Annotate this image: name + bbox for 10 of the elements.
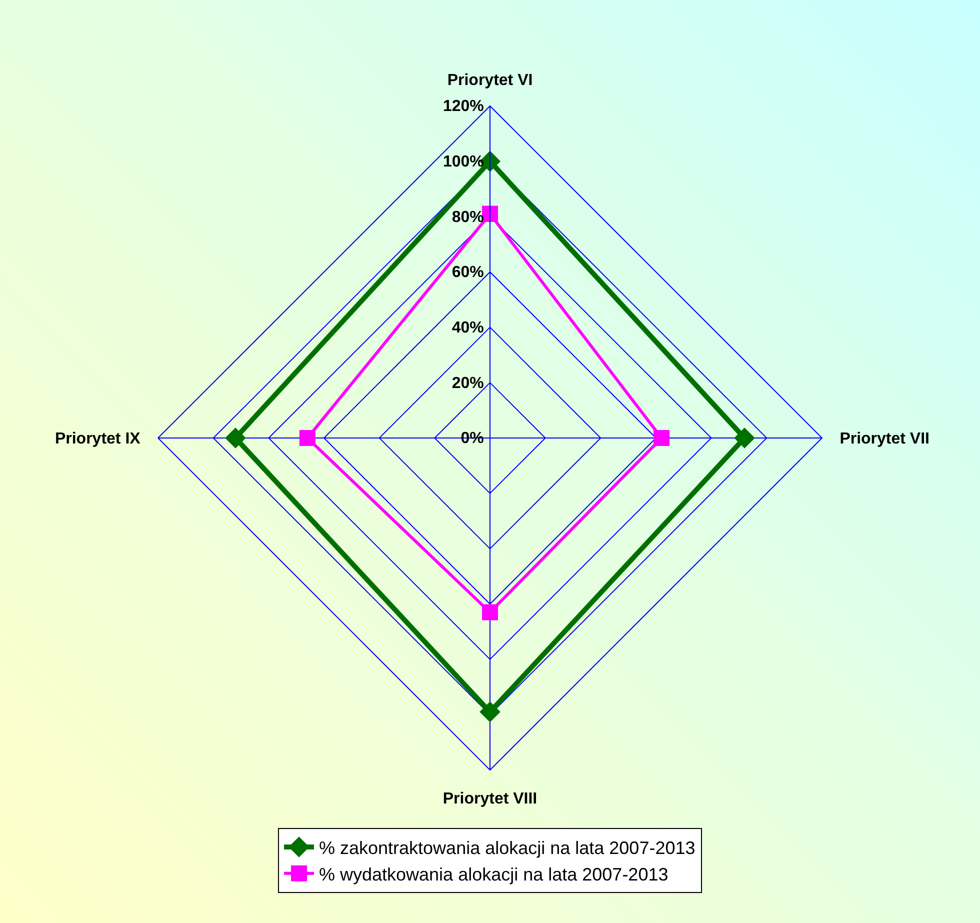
y-tick-label: 20%: [452, 374, 484, 392]
spoke-label: Priorytet VI: [447, 72, 533, 90]
spoke-label: Priorytet VIII: [442, 790, 538, 808]
y-tick-label: 40%: [452, 320, 484, 337]
legend-label: % wydatkowania alokacji na lata 2007-2013: [319, 864, 668, 884]
spoke-label: Priorytet VII: [840, 430, 930, 448]
spoke-label: Priorytet IX: [54, 430, 141, 448]
legend-label: % zakontraktowania alokacji na lata 2007-2013: [319, 838, 696, 858]
y-tick-label: 120%: [442, 98, 484, 116]
y-tick-label: 60%: [452, 264, 484, 282]
